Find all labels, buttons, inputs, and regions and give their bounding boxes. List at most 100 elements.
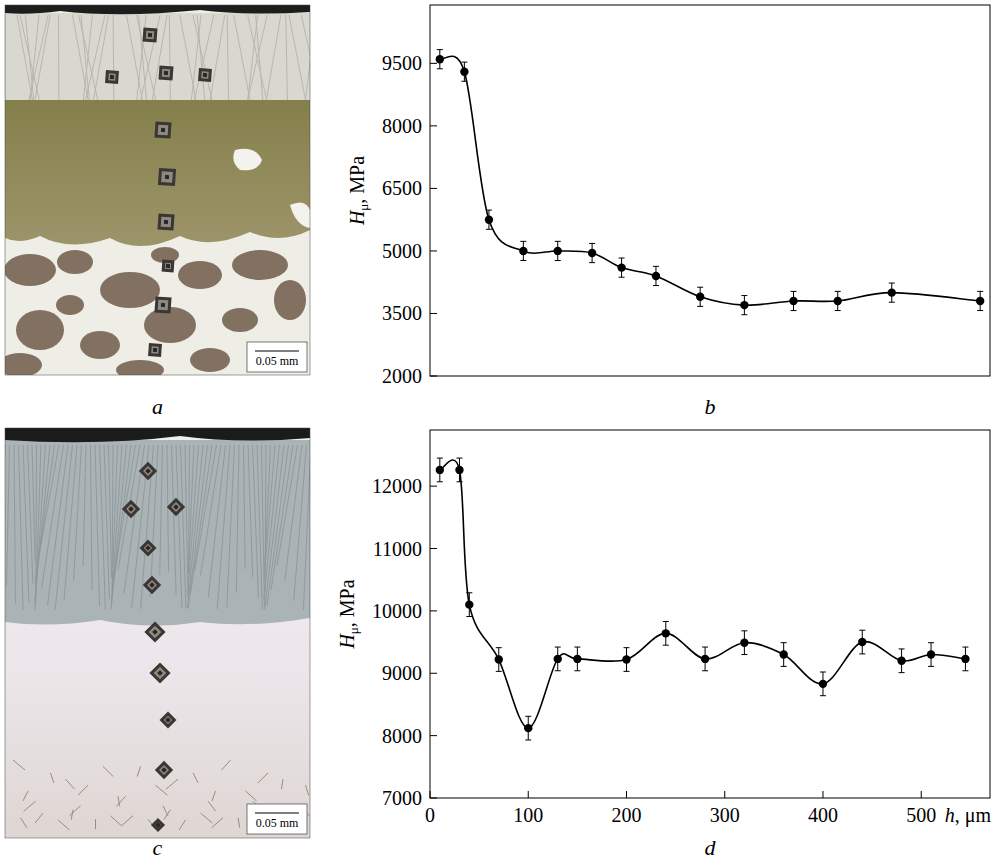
data-line <box>440 460 966 728</box>
edge <box>5 428 310 442</box>
error-cap <box>977 310 983 311</box>
blob <box>16 310 64 350</box>
indent-outer <box>149 662 170 683</box>
texture <box>258 773 268 783</box>
data-point <box>622 655 630 663</box>
texture <box>24 801 36 811</box>
chart-d: 7000800090001000011000120000100200300400… <box>336 430 991 827</box>
indent-center <box>145 545 151 551</box>
error-cap <box>496 647 502 648</box>
error-cap <box>619 277 625 278</box>
texture <box>227 15 228 101</box>
texture <box>306 785 309 795</box>
data-point <box>588 249 596 257</box>
patch <box>233 149 262 171</box>
image-frame <box>5 428 310 838</box>
data-point <box>701 655 709 663</box>
texture <box>247 15 267 101</box>
texture <box>113 15 115 101</box>
indent <box>155 761 173 779</box>
y-tick <box>430 63 437 64</box>
texture <box>19 445 24 610</box>
texture <box>72 15 88 101</box>
indent-center <box>155 822 161 828</box>
texture <box>116 796 125 806</box>
texture <box>303 445 310 610</box>
data-point <box>662 629 670 637</box>
indent <box>122 500 140 518</box>
indent-outer <box>159 66 174 81</box>
texture <box>208 801 216 811</box>
error-cap <box>466 592 472 593</box>
texture <box>111 816 122 826</box>
x-tick-label: 400 <box>808 804 838 826</box>
texture <box>160 445 163 575</box>
indent-center <box>165 717 171 723</box>
texture <box>35 813 43 823</box>
indent-outer <box>167 498 185 516</box>
error-cap <box>859 630 865 631</box>
y-tick <box>430 548 437 549</box>
texture <box>222 760 231 770</box>
texture <box>137 767 140 777</box>
texture <box>32 445 35 562</box>
error-cap <box>520 260 526 261</box>
data-point <box>617 263 625 271</box>
texture <box>194 15 214 101</box>
texture <box>71 810 73 820</box>
texture <box>179 820 185 830</box>
error-cap <box>697 306 703 307</box>
ground <box>5 5 310 375</box>
indent <box>162 260 175 273</box>
indent-outer <box>148 343 162 357</box>
micrograph-a: 0.05 mm <box>0 5 320 380</box>
blob <box>116 360 164 375</box>
layer-mid <box>5 100 310 246</box>
error-cap <box>619 258 625 259</box>
indent-center <box>149 582 155 588</box>
error-cap <box>466 616 472 617</box>
error-cap <box>555 260 561 261</box>
texture <box>193 773 198 783</box>
texture <box>210 15 225 101</box>
texture <box>64 445 77 601</box>
indent-outer <box>160 712 177 729</box>
blob <box>232 250 288 280</box>
y-tick <box>430 735 437 736</box>
data-point <box>554 247 562 255</box>
blob <box>274 280 306 320</box>
data-point <box>495 655 503 663</box>
indent <box>140 540 157 557</box>
texture <box>25 15 34 101</box>
x-tick <box>724 791 725 798</box>
blob <box>57 250 93 274</box>
texture <box>285 445 302 581</box>
figure: 0.05 mma0.05 mmc200035005000650080009500… <box>0 0 997 860</box>
indent <box>144 621 165 642</box>
y-tick <box>430 610 437 611</box>
texture <box>188 445 207 608</box>
y-tick <box>430 125 437 126</box>
scale-bar-label: 0.05 mm <box>256 354 299 368</box>
texture <box>236 445 239 593</box>
data-point <box>897 657 905 665</box>
texture <box>7 445 10 585</box>
error-cap <box>623 647 629 648</box>
texture <box>262 445 265 607</box>
texture <box>23 791 28 801</box>
texture <box>211 818 223 828</box>
y-tick <box>430 798 437 799</box>
indent-center <box>165 175 169 179</box>
texture <box>21 818 27 828</box>
indent-inner <box>165 263 171 269</box>
x-tick-label: 100 <box>513 804 543 826</box>
indent-outer <box>144 621 165 642</box>
error-cap <box>486 210 492 211</box>
texture <box>83 445 86 566</box>
error-cap <box>889 302 895 303</box>
error-cap <box>653 266 659 267</box>
texture <box>264 445 280 600</box>
error-cap <box>741 295 747 296</box>
texture <box>305 15 310 101</box>
texture <box>140 15 160 101</box>
